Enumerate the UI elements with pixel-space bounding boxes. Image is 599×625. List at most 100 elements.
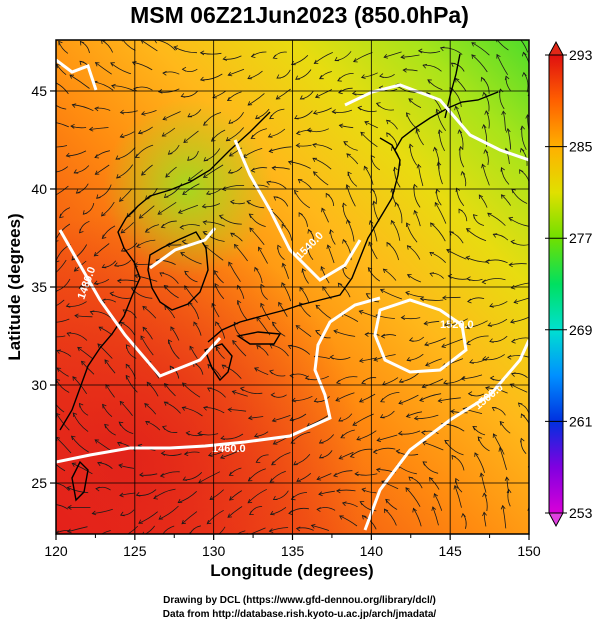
streamline [211, 303, 220, 318]
streamline [110, 62, 132, 75]
streamline-arrowhead [272, 440, 278, 445]
streamline-arrowhead [45, 504, 49, 508]
streamline-arrowhead [177, 209, 183, 214]
streamline-arrowhead [51, 169, 55, 173]
streamline [183, 130, 199, 143]
streamline-arrowhead [419, 397, 424, 402]
streamline-arrowhead [313, 398, 319, 403]
streamline-arrowhead [88, 126, 94, 132]
streamline-arrowhead [173, 45, 179, 51]
streamline-arrowhead [119, 511, 125, 517]
streamline [268, 128, 286, 138]
streamline-arrowhead [287, 344, 293, 350]
streamline [346, 153, 359, 165]
streamline-arrowhead [70, 435, 76, 441]
streamline-arrowhead [45, 307, 49, 311]
streamline-arrowhead [394, 202, 400, 207]
streamline-arrowhead [321, 207, 326, 213]
streamline [165, 166, 177, 178]
coastline-japan-kyushu [204, 343, 233, 382]
streamline-arrowhead [271, 461, 276, 466]
streamline-arrowhead [427, 79, 432, 84]
streamline-arrowhead [153, 495, 158, 500]
streamline [422, 378, 444, 388]
streamline-arrowhead [358, 309, 364, 315]
streamline-arrowhead [113, 262, 119, 267]
streamline-arrowhead [281, 282, 286, 287]
streamline [138, 126, 153, 134]
streamline-arrowhead [301, 268, 306, 273]
streamline [56, 82, 69, 95]
streamline [346, 184, 356, 207]
streamline-arrowhead [56, 349, 62, 354]
streamline [352, 413, 374, 426]
streamline-arrowhead [220, 454, 225, 459]
streamline [120, 321, 136, 336]
streamline [200, 52, 222, 55]
streamline [359, 393, 376, 403]
streamline [407, 245, 421, 260]
streamline [136, 239, 156, 248]
coastline-taiwan [71, 460, 89, 502]
streamline-arrowhead [214, 283, 219, 288]
streamline [94, 243, 110, 257]
streamline-arrowhead [508, 216, 514, 222]
streamline-arrowhead [429, 476, 434, 482]
streamline-arrowhead [364, 332, 369, 337]
streamline-arrowhead [379, 288, 385, 294]
streamline-arrowhead [249, 510, 254, 516]
streamline-arrowhead [187, 113, 193, 118]
streamline [56, 367, 69, 377]
streamline [182, 382, 201, 398]
streamline [119, 492, 136, 496]
streamline-arrowhead [93, 251, 99, 257]
streamline-arrowhead [65, 303, 71, 308]
streamline-arrowhead [275, 95, 281, 100]
streamline [505, 148, 510, 165]
streamline [228, 68, 245, 76]
streamline-arrowhead [109, 291, 115, 297]
streamline [115, 147, 136, 160]
streamline [441, 338, 465, 348]
streamline [405, 487, 421, 507]
streamline [405, 291, 424, 298]
streamline [395, 202, 403, 224]
streamline-arrowhead [342, 238, 347, 244]
streamline-arrowhead [335, 397, 340, 402]
y-tick-label: 30 [31, 377, 47, 393]
streamline-arrowhead [167, 150, 173, 155]
streamline [70, 125, 87, 129]
streamline-arrowhead [312, 157, 317, 162]
streamline [413, 508, 422, 527]
streamline [249, 227, 265, 246]
streamline-arrowhead [119, 197, 124, 202]
height-contours [56, 58, 529, 531]
streamline [316, 473, 332, 480]
streamline-arrowhead [271, 321, 277, 327]
streamline [502, 505, 507, 529]
streamline [281, 282, 292, 302]
streamline [418, 50, 441, 54]
streamline-arrowhead [416, 163, 422, 169]
streamline [339, 451, 354, 460]
streamline [208, 450, 224, 456]
streamline [141, 164, 153, 176]
streamline-arrowhead [205, 190, 211, 196]
streamline-arrowhead [395, 449, 401, 454]
streamline [474, 452, 485, 473]
streamline [119, 188, 133, 202]
streamline [482, 278, 506, 283]
streamline-arrowhead [352, 58, 358, 63]
streamline-arrowhead [465, 340, 471, 346]
streamline-arrowhead [79, 228, 84, 234]
streamline [466, 320, 488, 329]
streamline [296, 473, 312, 482]
streamline-arrowhead [199, 76, 205, 82]
streamline [56, 482, 70, 491]
streamline-arrowhead [73, 267, 79, 272]
streamline-arrowhead [520, 437, 525, 443]
streamline-arrowhead [56, 530, 59, 534]
streamline [322, 286, 332, 300]
streamline-arrowhead [500, 194, 506, 199]
streamline-arrowhead [228, 152, 234, 157]
